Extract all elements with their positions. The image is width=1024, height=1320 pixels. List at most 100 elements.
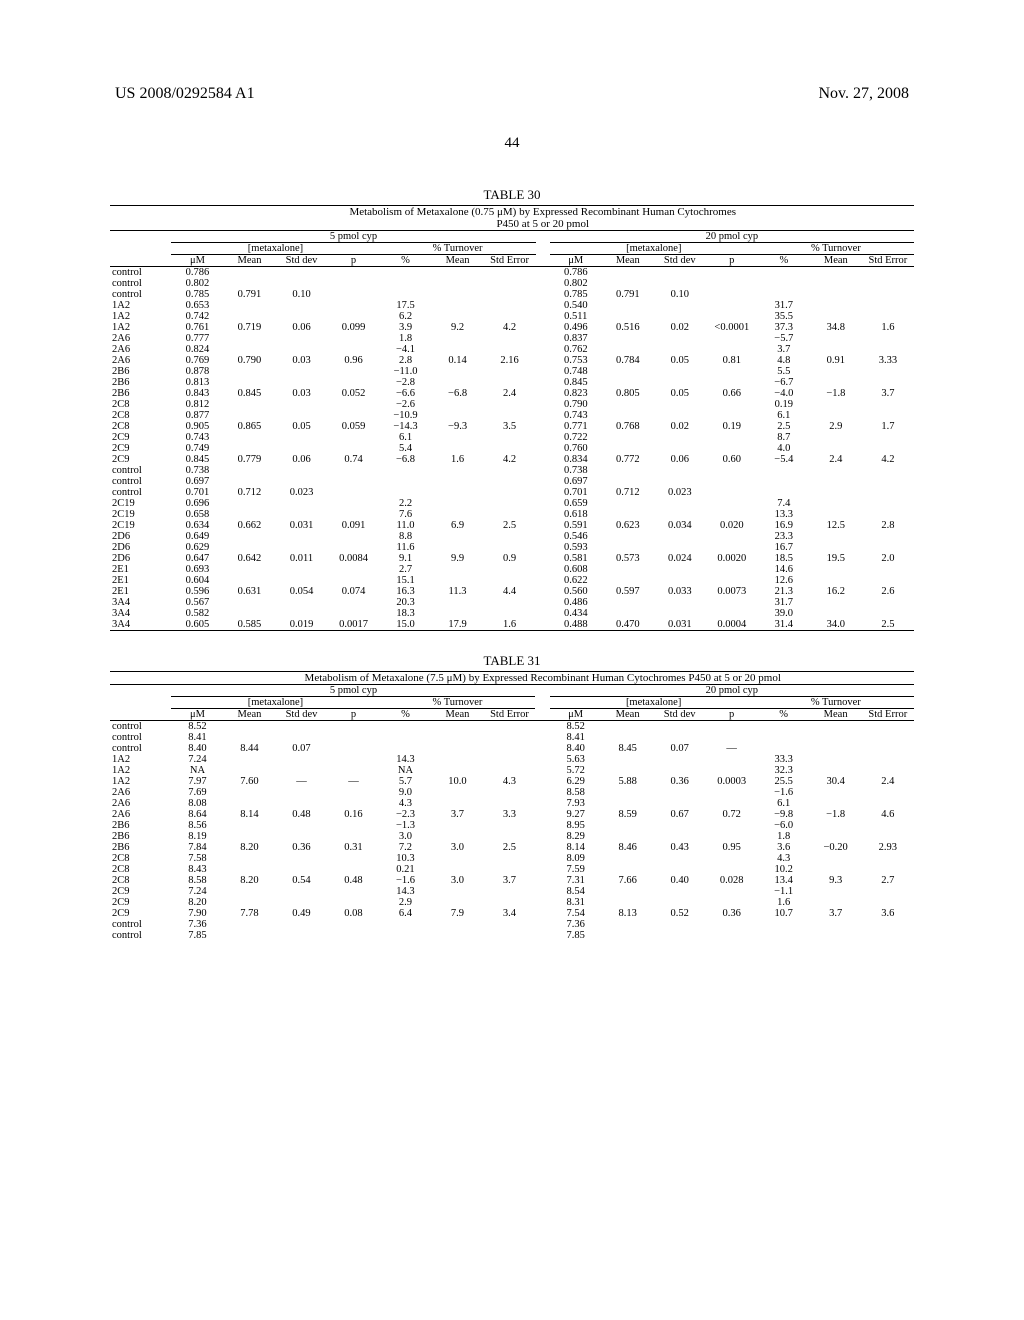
cell	[602, 410, 654, 421]
cell	[327, 754, 379, 765]
cell	[654, 498, 706, 509]
cell: 0.785	[550, 289, 602, 300]
cell: 8.29	[550, 831, 602, 842]
cell: 8.64	[171, 809, 223, 820]
cell	[758, 476, 810, 487]
cell	[706, 432, 758, 443]
cell	[602, 377, 654, 388]
cell: 0.790	[223, 355, 275, 366]
table-row: 1A27.977.60——5.710.04.36.295.880.360.000…	[110, 776, 914, 787]
cell	[223, 820, 275, 831]
row-label: control	[110, 919, 171, 930]
cell: 31.4	[758, 619, 810, 631]
cell	[862, 399, 914, 410]
cell	[862, 820, 914, 831]
cell: 0.07	[654, 743, 706, 754]
cell: 0.560	[550, 586, 602, 597]
cell: 0.019	[276, 619, 328, 631]
cell: 8.20	[171, 897, 223, 908]
cell: 0.785	[171, 289, 223, 300]
cell: 0.0073	[706, 586, 758, 597]
cell	[328, 564, 380, 575]
cell	[706, 377, 758, 388]
cell: 8.52	[550, 721, 602, 733]
cell: NA	[379, 765, 431, 776]
cell	[706, 333, 758, 344]
col-pct-b: %	[758, 255, 810, 267]
cell: 5.88	[602, 776, 654, 787]
cell: 37.3	[758, 322, 810, 333]
cell: 0.701	[171, 487, 223, 498]
cell	[275, 754, 327, 765]
cell: 7.60	[223, 776, 275, 787]
cell: 0.845	[223, 388, 275, 399]
cell: 0.597	[602, 586, 654, 597]
cell	[758, 919, 810, 930]
cell: −10.9	[380, 410, 432, 421]
cell: 7.66	[602, 875, 654, 886]
cell	[602, 853, 654, 864]
cell: 0.791	[223, 289, 275, 300]
cell	[602, 608, 654, 619]
cell	[602, 333, 654, 344]
cell	[276, 410, 328, 421]
cell	[862, 509, 914, 520]
cell	[484, 498, 536, 509]
table-row: 2B67.848.200.360.317.23.02.58.148.460.43…	[110, 842, 914, 853]
table-row: 2C80.9050.8650.050.059−14.3−9.33.50.7710…	[110, 421, 914, 432]
cell: 0.511	[550, 311, 602, 322]
table-row: 2C97.907.780.490.086.47.93.47.548.130.52…	[110, 908, 914, 919]
cell	[654, 897, 706, 908]
cell: 0.634	[171, 520, 223, 531]
cell	[484, 300, 536, 311]
row-label: 2B6	[110, 842, 171, 853]
cell: −5.4	[758, 454, 810, 465]
cell	[223, 498, 275, 509]
cell	[223, 377, 275, 388]
cell	[276, 344, 328, 355]
row-label: 2B6	[110, 831, 171, 842]
cell: 0.658	[171, 509, 223, 520]
cell: 0.845	[171, 454, 223, 465]
cell	[484, 443, 536, 454]
cell: 8.31	[550, 897, 602, 908]
cell: 1.6	[862, 322, 914, 333]
cell	[328, 531, 380, 542]
cell	[432, 344, 484, 355]
cell: 10.3	[379, 853, 431, 864]
cell	[276, 300, 328, 311]
cell: 0.697	[171, 476, 223, 487]
row-label: 2C9	[110, 897, 171, 908]
cell	[275, 798, 327, 809]
table30-sub-metax-5: [metaxalone]	[171, 243, 379, 255]
cell	[602, 278, 654, 289]
table-row: 2A68.648.140.480.16−2.33.73.39.278.590.6…	[110, 809, 914, 820]
cell: 4.8	[758, 355, 810, 366]
cell	[862, 754, 914, 765]
cell: −1.3	[379, 820, 431, 831]
cell: 0.865	[223, 421, 275, 432]
cell	[862, 377, 914, 388]
table-row: 1A20.7426.20.51135.5	[110, 311, 914, 322]
table-row: 2A60.7771.80.837−5.7	[110, 333, 914, 344]
cell	[862, 487, 914, 498]
cell	[654, 608, 706, 619]
table-row: 2C87.5810.38.094.3	[110, 853, 914, 864]
cell	[706, 765, 758, 776]
cell	[328, 509, 380, 520]
col-stddev-b: Std dev	[654, 255, 706, 267]
table30-title: TABLE 30	[110, 187, 914, 203]
row-label: 2D6	[110, 542, 171, 553]
cell: <0.0001	[706, 322, 758, 333]
cell	[862, 476, 914, 487]
cell	[862, 278, 914, 289]
cell	[654, 377, 706, 388]
cell: 0.581	[550, 553, 602, 564]
cell	[483, 864, 535, 875]
cell: 7.31	[550, 875, 602, 886]
cell: 8.46	[602, 842, 654, 853]
cell	[276, 366, 328, 377]
row-label: 2C8	[110, 875, 171, 886]
cell	[327, 930, 379, 941]
cell	[602, 564, 654, 575]
